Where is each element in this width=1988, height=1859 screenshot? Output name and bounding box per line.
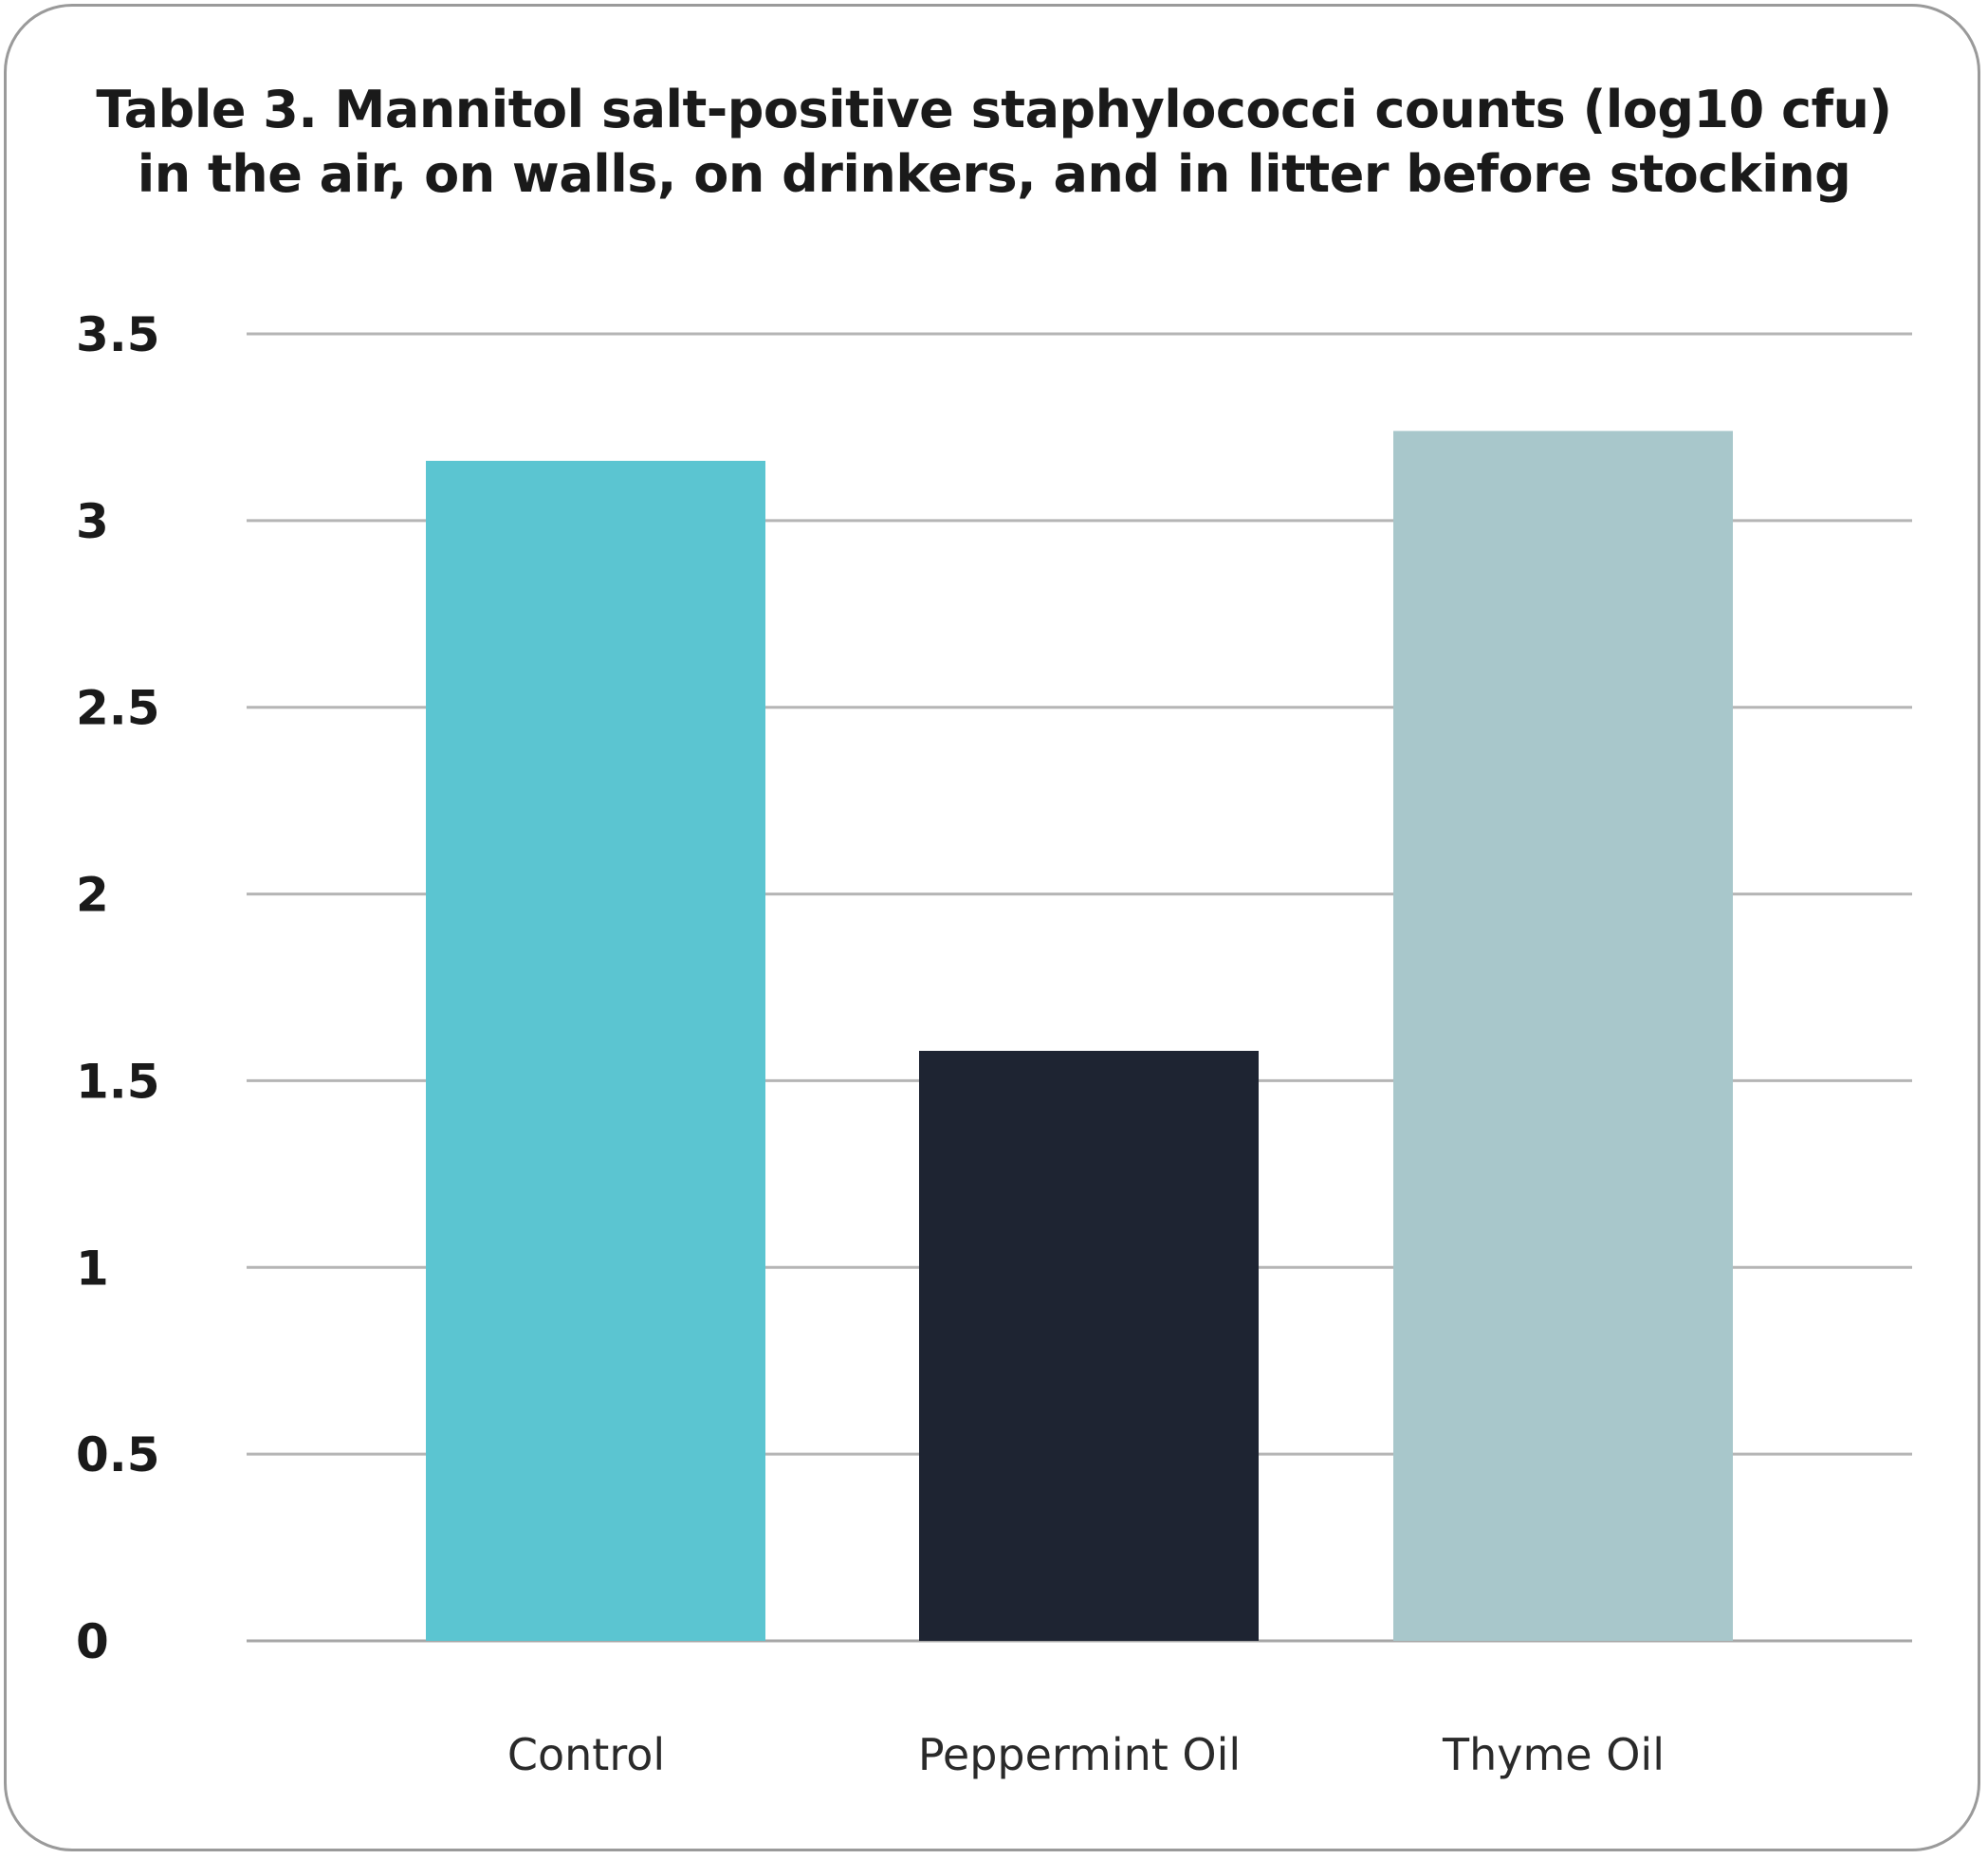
bar-thyme-oil [1393,431,1733,1641]
chart-title-line-2: in the air, on walls, on drinkers, and i… [137,144,1851,204]
x-axis-category-labels: Control Peppermint Oil Thyme Oil [507,1729,1665,1780]
x-category-label: Peppermint Oil [918,1729,1241,1780]
x-category-label: Thyme Oil [1442,1729,1665,1780]
y-tick-label: 2 [76,868,109,923]
y-tick-label: 1 [76,1241,109,1296]
chart-title: Table 3. Mannitol salt-positive staphylo… [0,78,1988,207]
chart-title-line-1: Table 3. Mannitol salt-positive staphylo… [96,80,1892,139]
bar-peppermint-oil [919,1050,1259,1641]
y-tick-label: 1.5 [76,1054,160,1109]
bar-control [426,460,765,1642]
y-tick-label: 2.5 [76,681,160,736]
y-tick-label: 3 [76,494,109,549]
y-tick-label: 3.5 [76,307,160,362]
y-tick-label: 0 [76,1614,109,1669]
x-category-label: Control [507,1729,665,1780]
bars [426,431,1733,1642]
y-axis-tick-labels: 0 0.5 1 1.5 2 2.5 3 3.5 [76,307,160,1669]
y-tick-label: 0.5 [76,1427,160,1482]
